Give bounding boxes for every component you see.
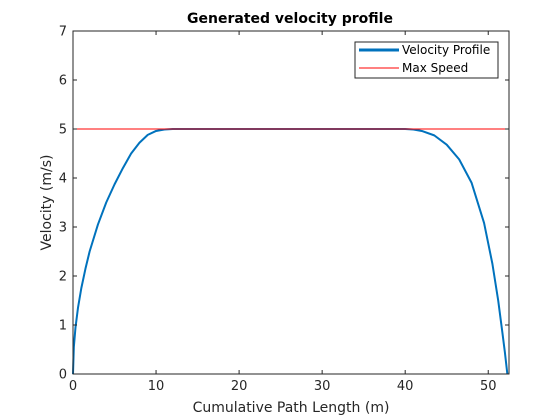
y-tick-label: 1 xyxy=(59,319,67,334)
x-tick-label: 20 xyxy=(231,379,248,394)
plot-area xyxy=(73,31,509,374)
x-axis-title: Cumulative Path Length (m) xyxy=(193,400,390,416)
y-tick-label: 5 xyxy=(59,123,67,138)
chart-title: Generated velocity profile xyxy=(187,11,393,27)
y-axis-title: Velocity (m/s) xyxy=(39,155,55,251)
y-tick-label: 3 xyxy=(59,221,67,236)
plot-border xyxy=(72,30,510,375)
y-tick-label: 0 xyxy=(59,368,67,383)
y-tick-label: 6 xyxy=(59,74,67,89)
x-tick-label: 30 xyxy=(314,379,331,394)
x-axis: 0 10 20 30 40 50 xyxy=(69,31,497,394)
legend-label-velocity-profile: Velocity Profile xyxy=(402,43,490,57)
y-tick-label: 4 xyxy=(59,172,67,187)
x-tick-label: 50 xyxy=(480,379,497,394)
legend-box xyxy=(354,41,499,79)
legend-label-max-speed: Max Speed xyxy=(402,61,468,75)
series-layer xyxy=(72,128,509,375)
y-tick-label: 2 xyxy=(59,270,67,285)
legend: Velocity Profile Max Speed xyxy=(354,41,499,79)
x-tick-label: 10 xyxy=(148,379,165,394)
x-tick-label: 0 xyxy=(69,379,77,394)
y-axis: 0 1 2 3 4 5 6 7 xyxy=(59,25,509,383)
x-tick-label: 40 xyxy=(397,379,414,394)
y-tick-label: 7 xyxy=(59,25,67,40)
